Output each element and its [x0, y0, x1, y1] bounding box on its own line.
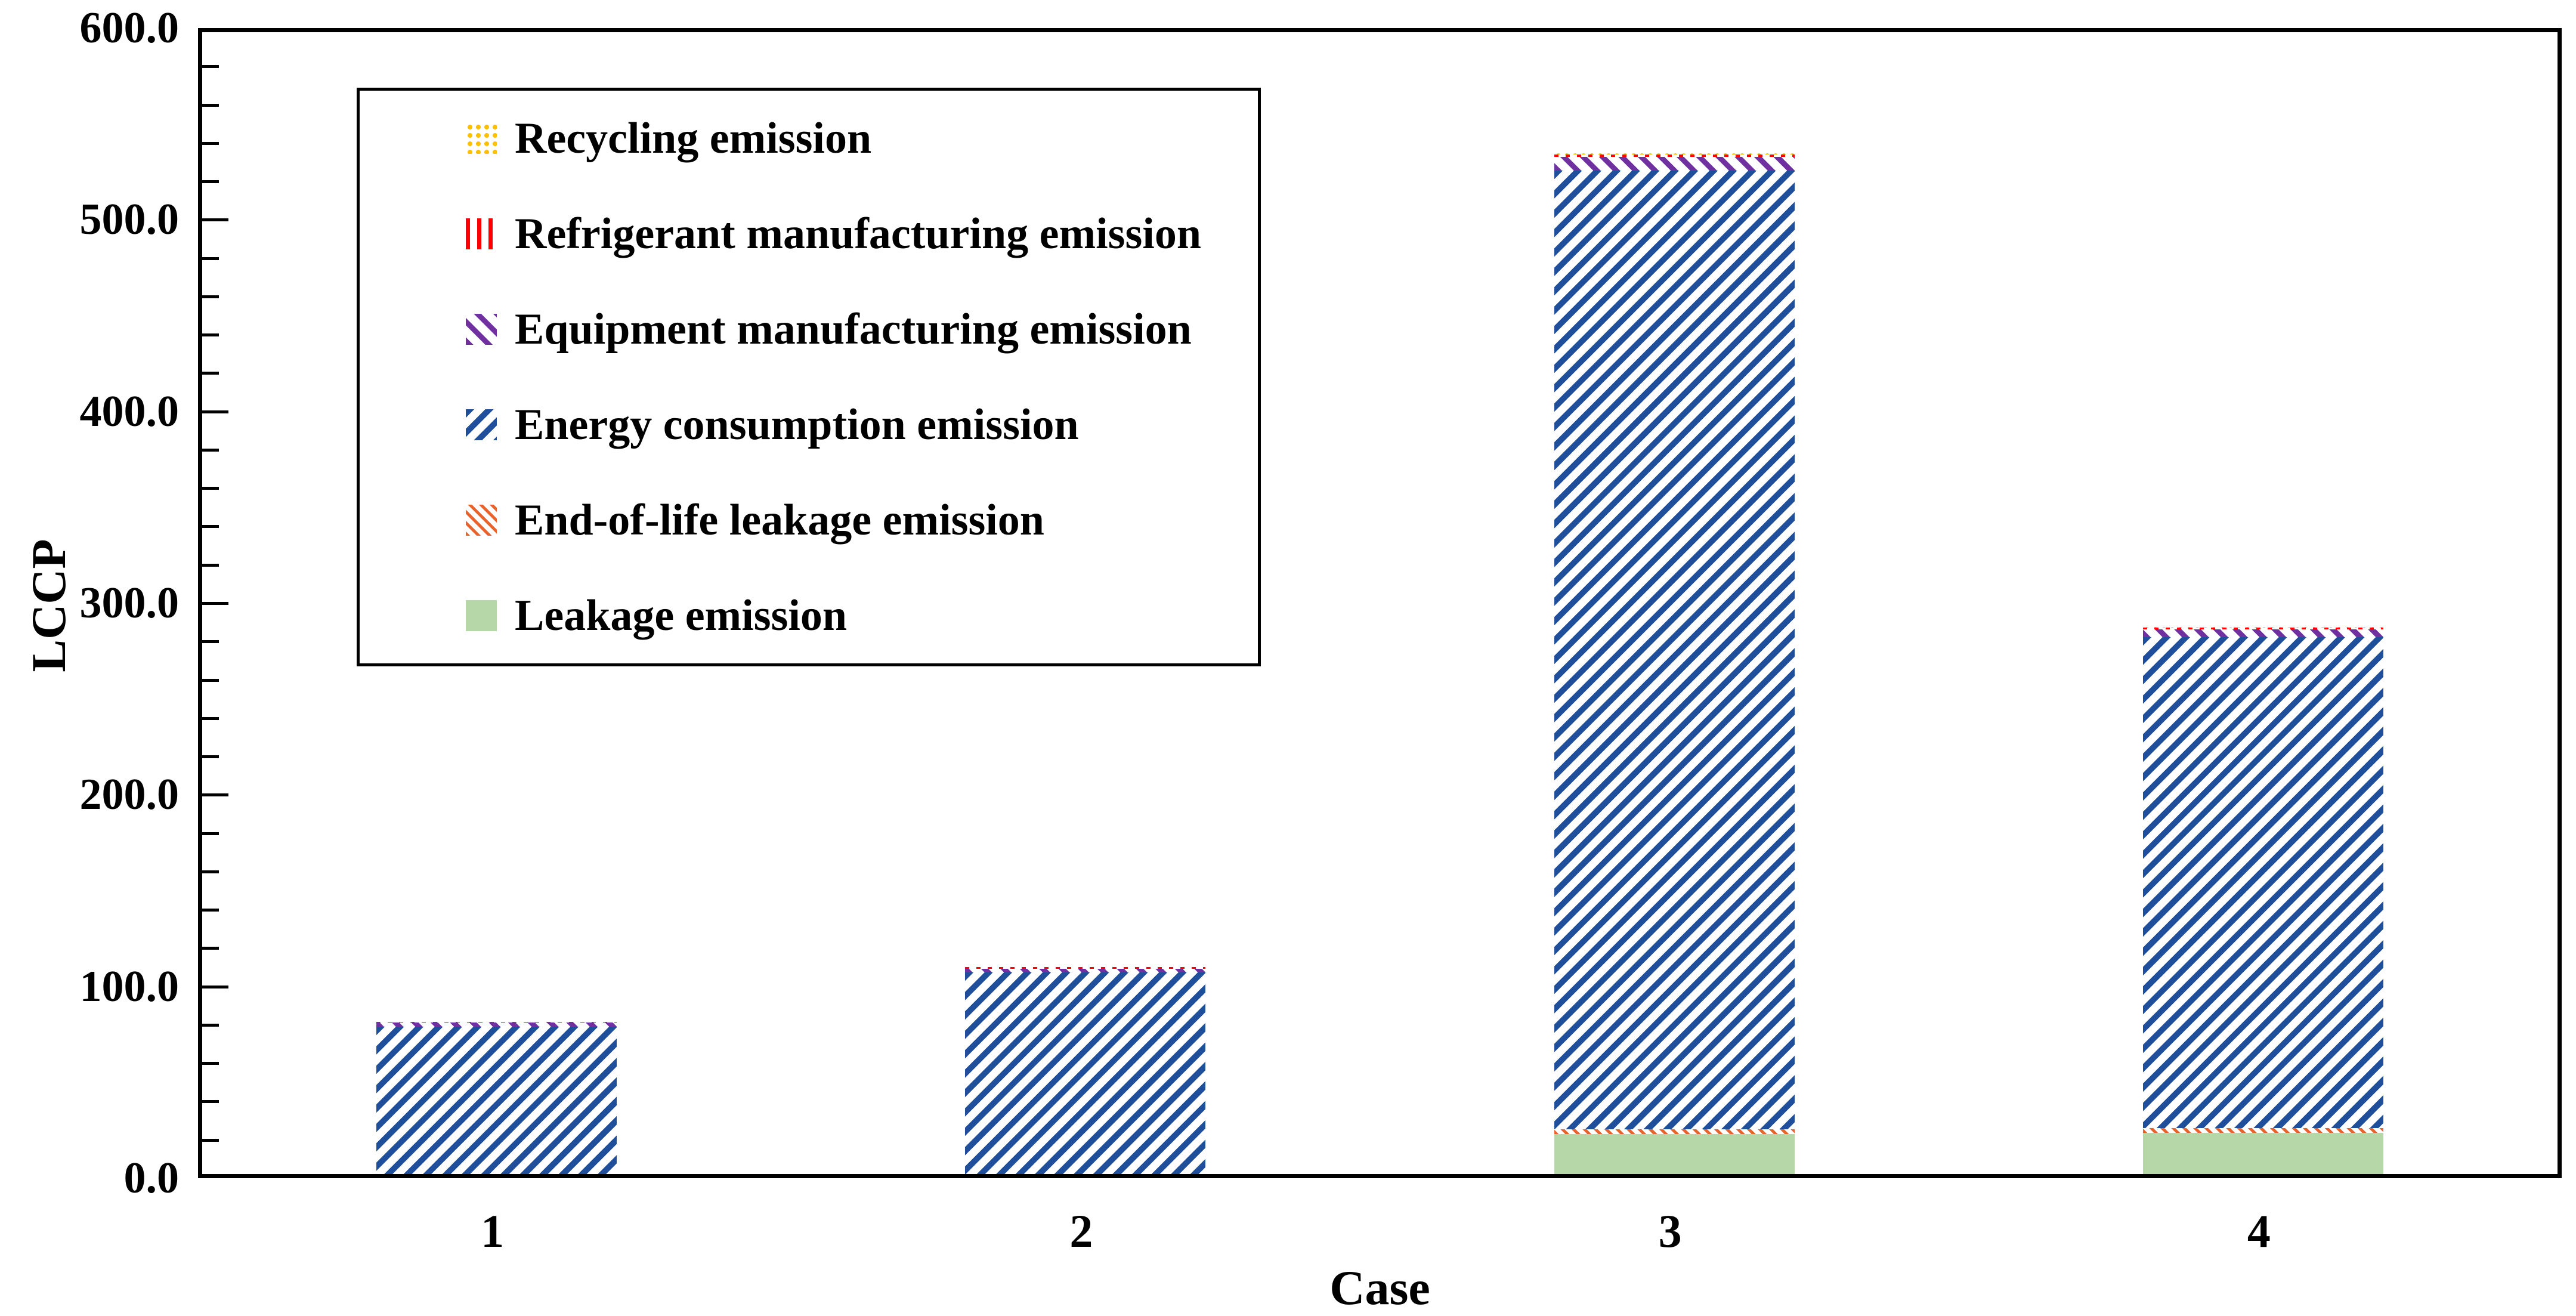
y-minor-tick [202, 947, 219, 950]
y-minor-tick [202, 678, 219, 682]
legend-swatch-leakage-icon [466, 600, 497, 631]
y-tick-label: 300.0 [79, 579, 180, 628]
plot-area: Recycling emission Refrigerant manufactur… [198, 28, 2562, 1178]
y-minor-tick [202, 257, 219, 260]
bar-segment-recycling-case-2 [965, 965, 1206, 967]
y-minor-tick [202, 141, 219, 145]
y-minor-tick [202, 563, 219, 567]
bar-segment-energy-case-4 [2142, 637, 2383, 1128]
y-tick-label: 100.0 [79, 962, 180, 1011]
y-minor-tick [202, 1023, 219, 1027]
y-major-tick [202, 218, 228, 222]
y-major-tick [202, 602, 228, 605]
bar-segment-endoflife-case-3 [1554, 1129, 1795, 1134]
y-tick-label: 200.0 [79, 770, 180, 820]
y-minor-tick [202, 448, 219, 452]
bar-segment-recycling-case-4 [2142, 625, 2383, 628]
x-tick-label: 4 [2247, 1205, 2271, 1257]
legend-item-recycling: Recycling emission [466, 113, 1258, 164]
legend-item-refrigerant: Refrigerant manufacturing emission [466, 209, 1258, 260]
legend-swatch-equipment-icon [466, 314, 497, 345]
bar-segment-refrigerant-case-4 [2142, 627, 2383, 630]
bar-segment-refrigerant-case-2 [965, 966, 1206, 969]
y-minor-tick [202, 372, 219, 375]
y-tick-label: 0.0 [123, 1154, 180, 1203]
legend-item-endoflife: End-of-life leakage emission [466, 495, 1258, 546]
y-major-tick [202, 985, 228, 988]
bar-segment-endoflife-case-4 [2142, 1127, 2383, 1133]
legend: Recycling emission Refrigerant manufactur… [357, 88, 1261, 666]
y-minor-tick [202, 103, 219, 107]
bar-segment-refrigerant-case-3 [1554, 154, 1795, 157]
y-tick-label: 600.0 [79, 4, 180, 52]
x-axis-title: Case [1329, 1261, 1430, 1315]
y-minor-tick [202, 1138, 219, 1142]
y-minor-tick [202, 1062, 219, 1065]
y-minor-tick [202, 755, 219, 759]
y-major-tick [202, 410, 228, 413]
y-minor-tick [202, 1100, 219, 1104]
bar-segment-leakage-case-4 [2142, 1132, 2383, 1174]
legend-label: Leakage emission [515, 591, 848, 640]
y-minor-tick [202, 909, 219, 912]
bar-segment-recycling-case-3 [1554, 152, 1795, 155]
legend-label: Equipment manufacturing emission [515, 304, 1192, 354]
x-tick-label: 3 [1658, 1205, 1682, 1257]
y-minor-tick [202, 716, 219, 720]
bar-segment-equipment-case-1 [376, 1022, 617, 1027]
y-minor-tick [202, 487, 219, 490]
bar-segment-energy-case-1 [376, 1026, 617, 1174]
legend-swatch-recycling-icon [466, 123, 497, 154]
y-minor-tick [202, 870, 219, 873]
bar-segment-equipment-case-2 [965, 968, 1206, 972]
legend-item-equipment: Equipment manufacturing emission [466, 304, 1258, 355]
y-minor-tick [202, 640, 219, 644]
y-major-tick [202, 793, 228, 797]
legend-label: Recycling emission [515, 113, 872, 163]
x-tick-label: 1 [481, 1205, 505, 1257]
y-minor-tick [202, 525, 219, 529]
y-tick-label: 500.0 [79, 195, 180, 245]
bar-segment-energy-case-2 [965, 972, 1206, 1174]
legend-swatch-refrigerant-icon [466, 218, 497, 249]
legend-item-energy: Energy consumption emission [466, 400, 1258, 450]
y-minor-tick [202, 65, 219, 69]
legend-swatch-energy-icon [466, 409, 497, 440]
y-minor-tick [202, 295, 219, 298]
bar-segment-equipment-case-3 [1554, 157, 1795, 171]
y-tick-label: 400.0 [79, 387, 180, 436]
legend-item-leakage: Leakage emission [466, 591, 1258, 641]
legend-label: End-of-life leakage emission [515, 495, 1044, 545]
y-minor-tick [202, 333, 219, 337]
bar-segment-energy-case-3 [1554, 170, 1795, 1129]
legend-label: Refrigerant manufacturing emission [515, 209, 1201, 258]
y-minor-tick [202, 832, 219, 835]
legend-swatch-endoflife-icon [466, 505, 497, 536]
bar-segment-equipment-case-4 [2142, 629, 2383, 638]
bar-segment-leakage-case-3 [1554, 1133, 1795, 1174]
x-tick-label: 2 [1069, 1205, 1093, 1257]
legend-label: Energy consumption emission [515, 400, 1079, 449]
y-minor-tick [202, 180, 219, 184]
bar-segment-recycling-case-1 [376, 1020, 617, 1022]
